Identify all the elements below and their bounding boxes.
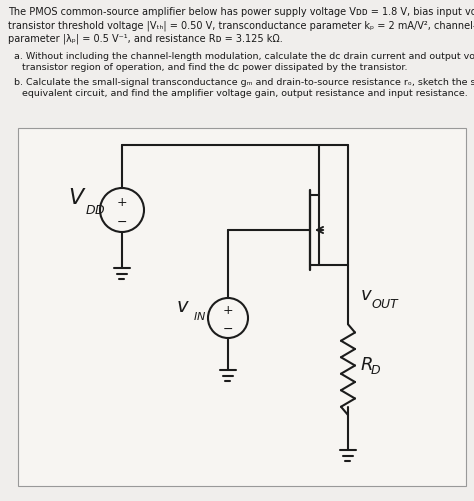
Bar (18, 128, 466, 486)
Text: −: − (117, 215, 127, 228)
Text: $\mathregular{IN}$: $\mathregular{IN}$ (193, 310, 206, 322)
Text: $\mathregular{D}$: $\mathregular{D}$ (370, 364, 381, 377)
Text: The PMOS common-source amplifier below has power supply voltage Vᴅᴅ = 1.8 V, bia: The PMOS common-source amplifier below h… (8, 7, 474, 17)
Text: b. Calculate the small-signal transconductance gₘ and drain-to-source resistance: b. Calculate the small-signal transcondu… (14, 78, 474, 87)
Text: $\mathregular{V}$: $\mathregular{V}$ (68, 188, 87, 208)
Text: equivalent circuit, and find the amplifier voltage gain, output resistance and i: equivalent circuit, and find the amplifi… (22, 89, 468, 98)
Text: a. Without including the channel-length modulation, calculate the dc drain curre: a. Without including the channel-length … (14, 52, 474, 61)
Text: $\mathregular{DD}$: $\mathregular{DD}$ (85, 203, 106, 216)
Text: parameter |λₚ| = 0.5 V⁻¹, and resistance Rᴅ = 3.125 kΩ.: parameter |λₚ| = 0.5 V⁻¹, and resistance… (8, 33, 283, 44)
Text: −: − (223, 323, 233, 336)
Text: transistor threshold voltage |Vₜₕ| = 0.50 V, transconductance parameter kₚ = 2 m: transistor threshold voltage |Vₜₕ| = 0.5… (8, 20, 474, 31)
Text: $\mathregular{v}$: $\mathregular{v}$ (176, 297, 190, 316)
Text: $\mathregular{R}$: $\mathregular{R}$ (360, 357, 373, 375)
Text: +: + (223, 305, 233, 318)
Text: $\mathregular{OUT}$: $\mathregular{OUT}$ (371, 299, 401, 312)
Text: $\mathregular{v}$: $\mathregular{v}$ (360, 286, 373, 304)
Text: +: + (117, 196, 128, 209)
Text: transistor region of operation, and find the dc power dissipated by the transist: transistor region of operation, and find… (22, 63, 408, 72)
